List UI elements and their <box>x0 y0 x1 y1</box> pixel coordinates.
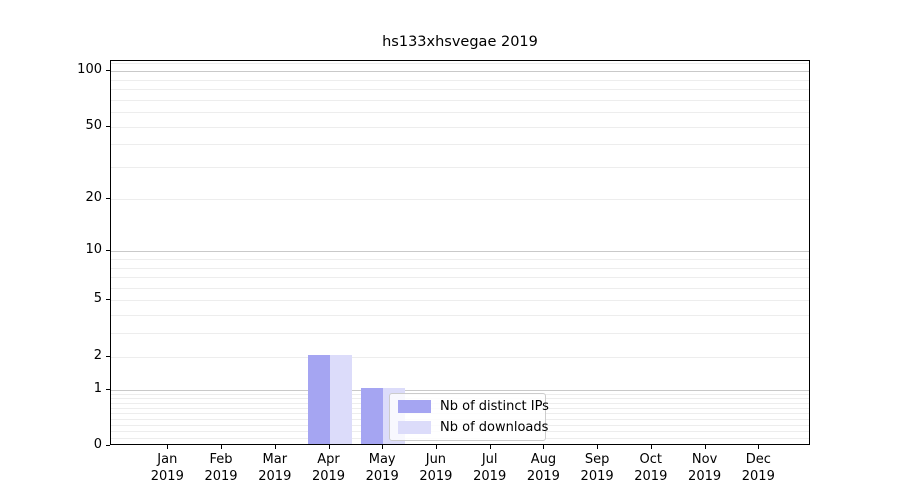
x-tick-mark <box>221 445 222 449</box>
x-tick-label: Feb 2019 <box>204 452 238 484</box>
x-tick-label: Sep 2019 <box>580 452 614 484</box>
minor-gridline <box>111 144 809 146</box>
bar-nb-of-downloads-apr-2019 <box>329 354 352 444</box>
legend-swatch-nb-of-downloads <box>398 421 431 434</box>
x-tick-label: Dec 2019 <box>741 452 775 484</box>
x-tick-mark <box>758 445 760 449</box>
legend-label: Nb of downloads <box>440 420 549 435</box>
x-tick-label: Aug 2019 <box>526 452 560 484</box>
minor-gridline <box>111 267 809 269</box>
y-tick-label: 2 <box>93 347 102 363</box>
y-tick-mark <box>106 388 110 390</box>
y-tick-mark <box>106 355 110 357</box>
major-gridline <box>111 71 809 73</box>
x-tick-mark <box>382 445 384 449</box>
plot-area <box>110 60 810 445</box>
x-tick-mark <box>328 445 330 449</box>
minor-gridline <box>111 300 809 302</box>
x-tick-label: Jul 2019 <box>473 452 507 484</box>
minor-gridline <box>111 167 809 168</box>
minor-gridline <box>111 89 809 90</box>
minor-gridline <box>111 356 809 358</box>
legend-label: Nb of distinct IPs <box>440 399 549 414</box>
y-tick-mark <box>106 250 110 252</box>
x-tick-label: Jun 2019 <box>419 452 453 484</box>
legend-swatch-nb-of-distinct-ips <box>398 400 431 413</box>
y-tick-label: 0 <box>93 437 102 452</box>
y-tick-label: 1 <box>93 380 102 396</box>
x-tick-label: Jan 2019 <box>150 452 184 484</box>
x-tick-mark <box>274 445 276 449</box>
x-tick-mark <box>597 445 599 449</box>
y-tick-mark <box>106 125 110 127</box>
y-tick-mark <box>106 70 110 72</box>
x-tick-mark <box>704 445 706 449</box>
minor-gridline <box>111 258 809 260</box>
minor-gridline <box>111 277 809 279</box>
y-tick-label: 5 <box>93 291 102 307</box>
legend: Nb of distinct IPs Nb of downloads <box>389 393 549 441</box>
y-tick-label: 50 <box>85 117 102 133</box>
x-tick-mark <box>650 445 652 449</box>
x-tick-mark <box>435 445 437 449</box>
minor-gridline <box>111 198 809 200</box>
y-tick-label: 100 <box>77 62 102 78</box>
y-tick-label: 20 <box>85 189 102 205</box>
major-gridline <box>111 251 809 253</box>
major-gridline <box>111 389 809 391</box>
x-tick-label: Nov 2019 <box>688 452 722 484</box>
minor-gridline <box>111 315 809 317</box>
minor-gridline <box>111 126 809 128</box>
legend-entry: Nb of distinct IPs <box>398 399 549 414</box>
y-tick-mark <box>106 445 110 446</box>
y-tick-label: 10 <box>85 242 102 258</box>
bar-nb-of-distinct-ips-may-2019 <box>361 387 384 444</box>
minor-gridline <box>111 333 809 335</box>
minor-gridline <box>111 99 809 101</box>
x-tick-label: Apr 2019 <box>311 452 346 484</box>
y-tick-mark <box>106 197 110 199</box>
x-tick-mark <box>489 445 491 449</box>
bar-nb-of-distinct-ips-apr-2019 <box>307 354 330 444</box>
x-tick-mark <box>543 445 545 449</box>
legend-entry: Nb of downloads <box>398 420 548 435</box>
x-tick-label: Mar 2019 <box>258 452 292 484</box>
x-tick-mark <box>167 445 169 449</box>
minor-gridline <box>111 63 809 65</box>
x-tick-label: Oct 2019 <box>634 452 668 484</box>
minor-gridline <box>111 287 809 289</box>
chart-title: hs133xhsvegae 2019 <box>382 34 538 50</box>
minor-gridline <box>111 79 809 81</box>
minor-gridline <box>111 112 809 113</box>
x-tick-label: May 2019 <box>365 452 399 484</box>
y-tick-mark <box>106 299 110 301</box>
